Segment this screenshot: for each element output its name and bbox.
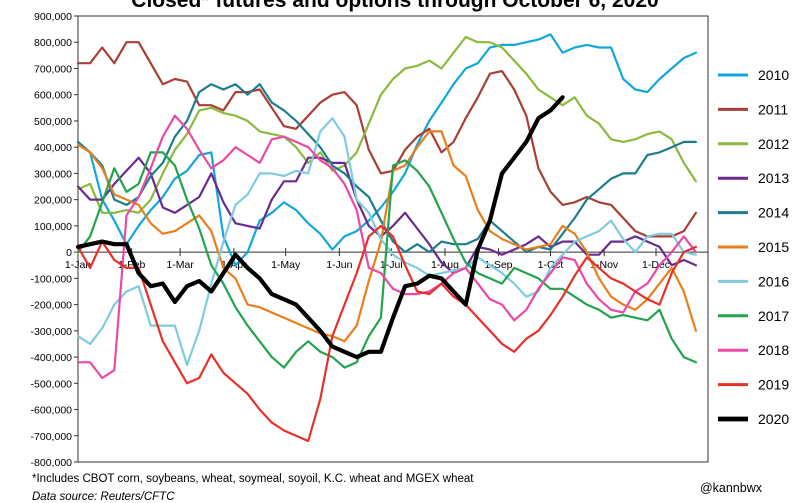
series-line-2018: [76, 114, 697, 380]
series-line-2019: [76, 224, 697, 443]
legend: 2010 2011 2012 2013 2014 2015 2016 2017 2018 2019…: [718, 67, 789, 427]
legend-label-2015: 2015: [758, 239, 789, 255]
y-tick-label: 800,000: [34, 37, 72, 49]
legend-label-2018: 2018: [758, 342, 789, 358]
y-tick-label: 400,000: [34, 142, 72, 154]
legend-label-2011: 2011: [758, 101, 788, 117]
legend-label-2016: 2016: [758, 273, 789, 289]
series-line-2015: [76, 130, 697, 343]
author-handle: @kannbwx: [699, 481, 762, 495]
plot-frame: [77, 15, 709, 463]
y-tick-label: -100,000: [31, 273, 73, 285]
x-tick-label: 1-Jan: [65, 259, 91, 271]
x-tick-label: 1-Mar: [166, 259, 194, 271]
legend-label-2013: 2013: [758, 170, 789, 186]
legend-label-2017: 2017: [758, 308, 789, 324]
series-line-2011: [76, 41, 697, 238]
x-tick-label: 1-Jul: [380, 259, 403, 271]
y-tick-label: -400,000: [31, 352, 73, 364]
chart-title: Closed* futures and options through Octo…: [131, 0, 658, 12]
series-line-2017: [76, 151, 697, 369]
y-tick-label: -200,000: [31, 300, 73, 312]
legend-label-2019: 2019: [758, 377, 789, 393]
legend-label-2014: 2014: [758, 205, 789, 221]
x-tick-label: 1-Jun: [326, 259, 352, 271]
data-source: Data source: Reuters/CFTC: [32, 491, 175, 503]
legend-label-2010: 2010: [758, 67, 789, 83]
y-tick-label: 100,000: [34, 221, 72, 233]
footnote: *Includes CBOT corn, soybeans, wheat, so…: [32, 473, 474, 485]
y-axis-ticks: 900,000 800,000 700,000 600,000 500,000 400,0…: [31, 11, 78, 469]
y-tick-label: 0: [66, 247, 72, 259]
x-tick-label: 1-May: [271, 259, 301, 271]
y-tick-label: 200,000: [34, 195, 72, 207]
series-line-2010: [76, 33, 697, 267]
y-tick-label: -600,000: [31, 405, 73, 417]
x-tick-label: 1-Sep: [485, 259, 513, 271]
y-tick-label: -800,000: [31, 457, 73, 469]
y-tick-label: 500,000: [34, 116, 72, 128]
y-tick-label: -500,000: [31, 378, 73, 390]
y-tick-label: 700,000: [34, 63, 72, 75]
y-tick-label: -700,000: [31, 431, 73, 443]
series-lines: [75, 33, 697, 443]
legend-label-2020: 2020: [758, 411, 789, 427]
y-tick-label: 900,000: [34, 11, 72, 23]
x-tick-label: 1-Nov: [590, 259, 619, 271]
legend-label-2012: 2012: [758, 136, 789, 152]
series-line-2012: [76, 35, 697, 214]
series-line-2020: [75, 95, 565, 360]
y-tick-label: -300,000: [31, 326, 73, 338]
y-tick-label: 600,000: [34, 90, 72, 102]
series-line-2013: [76, 156, 697, 275]
y-tick-label: 300,000: [34, 168, 72, 180]
